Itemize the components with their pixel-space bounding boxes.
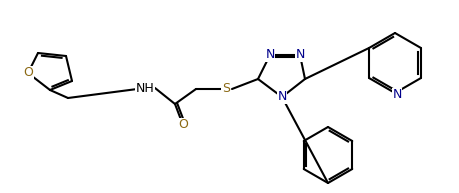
- Text: N: N: [277, 91, 287, 103]
- Text: NH: NH: [135, 81, 154, 95]
- Text: N: N: [295, 48, 305, 62]
- Text: O: O: [178, 119, 188, 131]
- Text: N: N: [265, 48, 274, 62]
- Text: O: O: [23, 67, 33, 80]
- Text: S: S: [222, 82, 230, 96]
- Text: N: N: [392, 89, 402, 102]
